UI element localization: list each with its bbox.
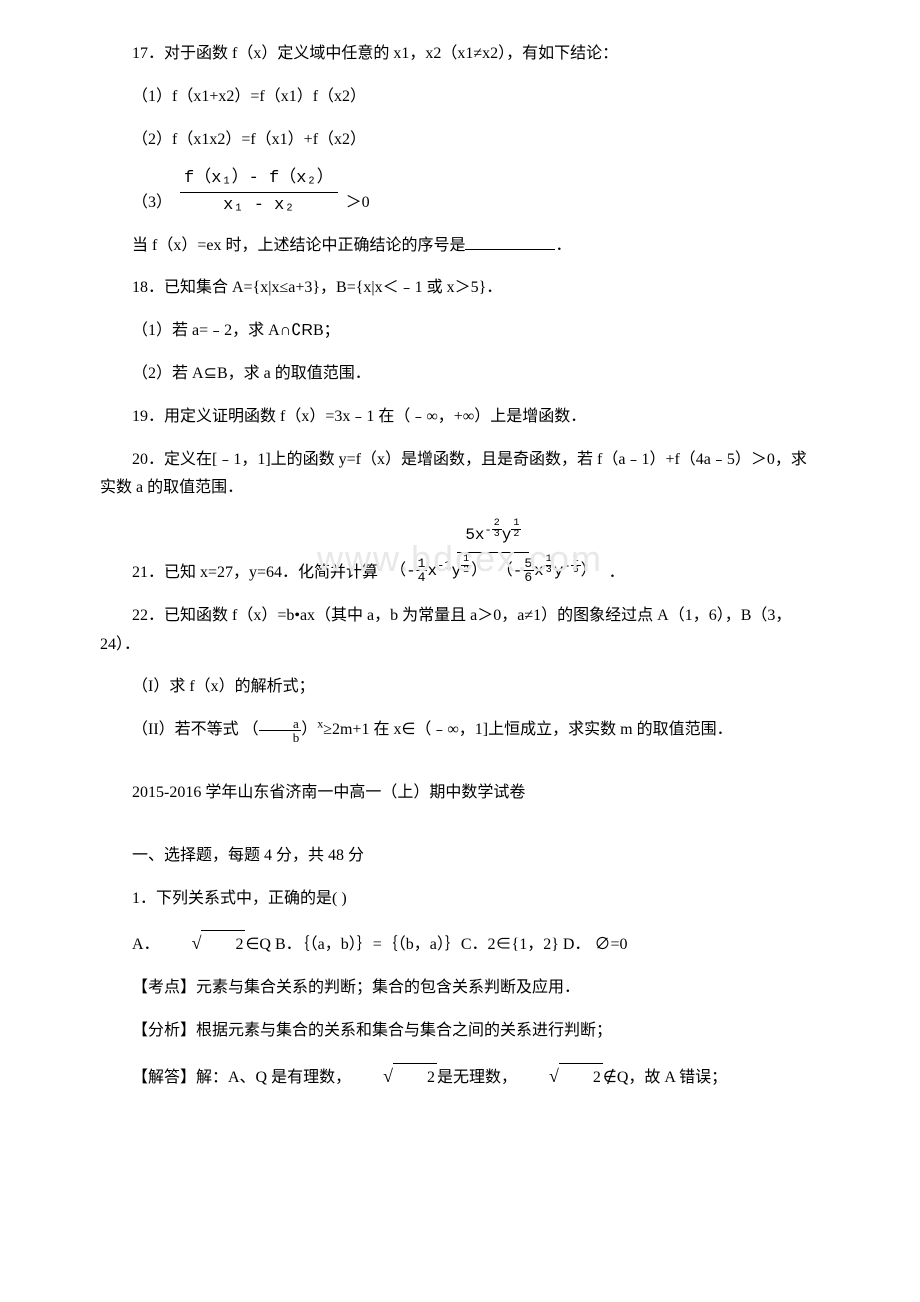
q18-2-a: （2）若 A [132,365,204,382]
q18-intro: 18．已知集合 A={x|x≤a+3}，B={x|x＜﹣1 或 x＞5}． [100,274,820,303]
section-1-title: 一、选择题，每题 4 分，共 48 分 [100,842,820,871]
q22-II-tail: 在 x∈（﹣∞，1]上恒成立，求实数 m 的取值范围． [369,721,732,738]
q17-conclusion: 当 f（x）=ex 时，上述结论中正确结论的序号是 ． [100,232,820,261]
emptyset-symbol: ∅ [594,936,610,953]
q17-item-3: （3） f（x₁）- f（x₂） x₁ - x₂ ＞0 [100,168,820,217]
answer-title: 2015-2016 学年山东省济南一中高一（上）期中数学试卷 [100,779,820,808]
opt-tail: ∈Q B．｛（a，b）｝=｛（b，a）｝C．2∈{1，2} D． [245,936,590,953]
q21-fraction: 5x-23y12 （-14x-1y12） （-56x13y-16） [382,517,605,588]
q17-3-tail: ＞0 [346,189,370,218]
q17-3-label: （3） [132,189,172,218]
q21-lead: 21．已知 x=27，y=64．化简并计算 [100,559,378,588]
q22-II-frac: ab [259,717,302,744]
q22-part-II: （II）若不等式 （ab）x≥2m+1 在 x∈（﹣∞，1]上恒成立，求实数 m… [100,716,820,745]
q21-den-p2-xexp: 13 [544,559,554,573]
q17-3-fraction: f（x₁）- f（x₂） x₁ - x₂ [180,168,338,217]
q18-part-1: （1）若 a=﹣2，求 A∩∁RB； [100,317,820,346]
q21-num-exp1: -23 [485,523,502,537]
exp-d: 2 [461,566,471,576]
jieda-b: 是无理数， [437,1069,517,1086]
q21-num-exp2: 12 [511,523,521,537]
q21-tail: ． [609,559,625,588]
q21-row: www.bdcex.com 21．已知 x=27，y=64．化简并计算 5x-2… [100,517,820,588]
complement-symbol: ∁R [291,322,313,339]
q21-den-p2-close: ） [581,562,597,580]
q17-item-1: （1）f（x1+x2）=f（x1）f（x2） [100,83,820,112]
q17-item-2: （2）f（x1x2）=f（x1）+f（x2） [100,126,820,155]
q17-intro: 17．对于函数 f（x）定义域中任意的 x1，x2（x1≠x2），有如下结论： [100,40,820,69]
q21-den-p1-close: ） [471,562,487,580]
frac-d: 4 [416,571,428,584]
frac-n: a [259,717,301,731]
q21-den-p2-y: y [554,562,564,580]
sqrt-icon: 2 [351,1060,437,1093]
q18-part-2: （2）若 A⊆B，求 a 的取值范围． [100,360,820,389]
subset-symbol: ⊆ [204,365,217,382]
q21-den-p2-coef: 56 [522,557,534,584]
sqrt-val: 2 [393,1063,437,1093]
exp-d: 3 [544,566,554,576]
exp-d: 2 [511,530,521,540]
q21-den-p1-x: x [427,562,437,580]
q21-den-p1-xexp: -1 [437,559,451,573]
q21-den-p2-x: x [534,562,544,580]
answer-1-question: 1．下列关系式中，正确的是( ) [100,885,820,914]
q18-2-b: B，求 a 的取值范围． [217,365,371,382]
jieda-c: ∉Q，故 A 错误； [603,1069,727,1086]
frac-n: 5 [522,557,534,571]
sqrt-icon: 2 [517,1060,603,1093]
q17-3-numerator: f（x₁）- f（x₂） [180,168,338,193]
sqrt-val: 2 [559,1063,603,1093]
spacer [100,822,820,842]
q22-part-I: （I）求 f（x）的解析式； [100,673,820,702]
spacer [100,759,820,779]
q21-den-p1-coef: 14 [416,557,428,584]
q22-II-lead: （II）若不等式 [132,721,243,738]
q20: 20．定义在[﹣1，1]上的函数 y=f（x）是增函数，且是奇函数，若 f（a﹣… [100,446,820,504]
q22-II-geq: ≥2m+1 [323,721,369,738]
answer-1-kaodian: 【考点】元素与集合关系的判断；集合的包含关系判断及应用． [100,974,820,1003]
q19: 19．用定义证明函数 f（x）=3x﹣1 在（﹣∞，+∞）上是增函数． [100,403,820,432]
jieda-a: 【解答】解：A、Q 是有理数， [132,1069,351,1086]
q17-tail-text-b: ． [555,237,571,254]
answer-1-jieda: 【解答】解：A、Q 是有理数，2是无理数，2∉Q，故 A 错误； [100,1060,820,1093]
answer-1-options: A． 2∈Q B．｛（a，b）｝=｛（b，a）｝C．2∈{1，2} D． ∅=0 [100,927,820,960]
opt-A-label: A． [132,936,160,953]
exp-d: 6 [571,566,581,576]
frac-d: 6 [522,571,534,584]
q22-intro: 22．已知函数 f（x）=b•ax（其中 a，b 为常量且 a＞0，a≠1）的图… [100,602,820,660]
q17-3-denominator: x₁ - x₂ [219,193,298,217]
q21-denominator: （-14x-1y12） （-56x13y-16） [382,553,605,588]
exp-d: 3 [492,530,502,540]
q21-numerator: 5x-23y12 [457,517,529,553]
q21-den-p1-y: y [452,562,462,580]
sqrt-icon: 2 [160,927,246,960]
frac-n: 1 [416,557,428,571]
q21-den-p2-open: （- [497,562,523,580]
q21-num-y: y [502,526,512,544]
q21-den-p1-yexp: 12 [461,559,471,573]
fill-blank [465,234,555,250]
sqrt-val: 2 [201,930,245,960]
frac-d: b [259,731,302,744]
q18-1-b: B； [313,322,340,339]
q18-1-a: （1）若 a=﹣2，求 A∩ [132,322,291,339]
opt-D-tail: =0 [610,936,627,953]
answer-1-fenxi: 【分析】根据元素与集合的关系和集合与集合之间的关系进行判断； [100,1017,820,1046]
q21-num-5x: 5x [465,526,484,544]
q21-den-p2-yexp: -16 [563,559,580,573]
q17-tail-text-a: 当 f（x）=ex 时，上述结论中正确结论的序号是 [132,237,465,254]
q21-den-p1-open: （- [390,562,416,580]
